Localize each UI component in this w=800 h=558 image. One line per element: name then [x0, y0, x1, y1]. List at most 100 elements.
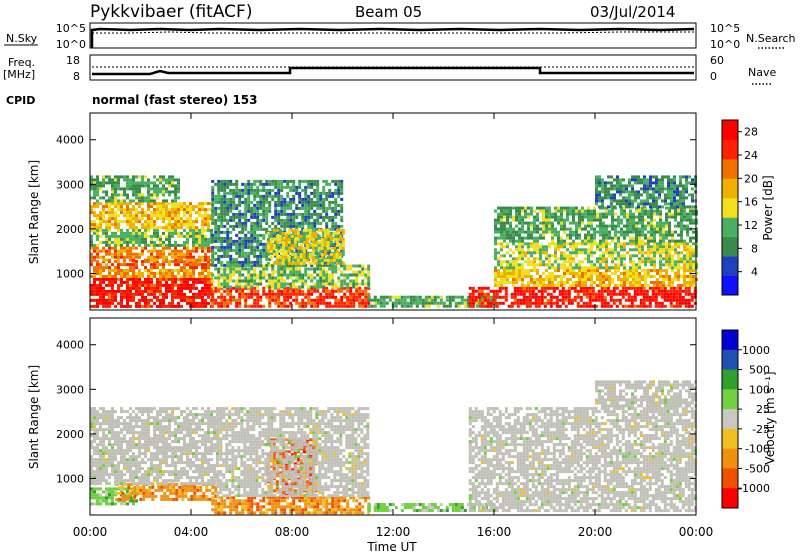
data-cell — [602, 260, 605, 263]
data-cell — [114, 190, 117, 193]
data-cell — [533, 281, 536, 284]
data-cell — [619, 293, 622, 296]
data-cell — [253, 280, 256, 283]
data-cell — [120, 193, 123, 196]
data-cell — [512, 266, 515, 269]
data-cell — [339, 229, 342, 232]
data-cell — [623, 263, 626, 266]
data-cell — [358, 296, 361, 299]
data-cell — [129, 214, 132, 217]
data-cell — [500, 248, 503, 251]
data-cell — [247, 237, 250, 240]
data-cell — [93, 220, 96, 223]
data-cell — [634, 287, 637, 290]
data-cell — [401, 302, 404, 305]
data-cell — [141, 235, 144, 238]
data-cell — [665, 242, 668, 245]
data-cell — [286, 293, 289, 296]
data-cell — [177, 223, 180, 226]
data-cell — [475, 296, 478, 299]
data-cell — [614, 228, 617, 231]
data-cell — [138, 299, 141, 302]
data-cell — [189, 205, 192, 208]
data-cell — [686, 284, 689, 287]
data-cell — [247, 296, 250, 299]
data-cell — [265, 210, 268, 213]
data-cell — [217, 302, 220, 305]
data-cell — [220, 222, 223, 225]
data-cell — [539, 210, 542, 213]
data-cell — [541, 290, 544, 293]
data-cell — [153, 302, 156, 305]
data-cell — [614, 225, 617, 228]
data-cell — [520, 293, 523, 296]
data-cell — [626, 231, 629, 234]
data-cell — [560, 216, 563, 219]
data-cell — [569, 278, 572, 281]
data-cell — [506, 228, 509, 231]
data-cell — [96, 193, 99, 196]
data-cell — [536, 228, 539, 231]
data-cell — [174, 202, 177, 205]
data-cell — [183, 229, 186, 232]
data-cell — [310, 180, 313, 183]
data-cell — [554, 251, 557, 254]
data-cell — [226, 249, 229, 252]
data-cell — [195, 205, 198, 208]
data-cell — [643, 296, 646, 299]
data-cell — [652, 290, 655, 293]
data-cell — [661, 302, 664, 305]
data-cell — [192, 278, 195, 281]
data-cell — [325, 290, 328, 293]
data-cell — [644, 257, 647, 260]
data-cell — [589, 287, 592, 290]
data-cell — [632, 260, 635, 263]
data-cell — [673, 296, 676, 299]
data-cell — [141, 284, 144, 287]
data-cell — [132, 244, 135, 247]
data-cell — [138, 253, 141, 256]
data-cell — [484, 299, 487, 302]
data-cell — [280, 222, 283, 225]
data-cell — [494, 275, 497, 278]
data-cell — [241, 183, 244, 186]
data-cell — [247, 271, 250, 274]
data-cell — [108, 229, 111, 232]
data-cell — [174, 211, 177, 214]
data-cell — [268, 265, 271, 268]
data-cell — [186, 220, 189, 223]
data-cell — [529, 287, 532, 290]
data-cell — [271, 274, 274, 277]
data-cell — [422, 299, 425, 302]
data-cell — [93, 287, 96, 290]
data-cell — [259, 305, 262, 308]
data-cell — [108, 250, 111, 253]
data-cell — [274, 271, 277, 274]
data-cell — [533, 228, 536, 231]
data-cell — [291, 262, 294, 265]
data-cell — [541, 299, 544, 302]
data-cell — [105, 175, 108, 178]
data-cell — [153, 290, 156, 293]
data-cell — [207, 256, 210, 259]
data-cell — [671, 240, 674, 243]
data-cell — [434, 296, 437, 299]
data-cell — [316, 302, 319, 305]
data-cell — [159, 178, 162, 181]
data-cell — [310, 222, 313, 225]
data-cell — [536, 269, 539, 272]
data-cell — [557, 275, 560, 278]
data-cell — [294, 241, 297, 244]
data-cell — [238, 283, 241, 286]
data-cell — [120, 205, 123, 208]
data-cell — [250, 231, 253, 234]
data-cell — [271, 189, 274, 192]
data-cell — [93, 299, 96, 302]
data-cell — [165, 217, 168, 220]
data-cell — [337, 280, 340, 283]
data-cell — [658, 287, 661, 290]
data-cell — [141, 178, 144, 181]
data-cell — [250, 225, 253, 228]
data-cell — [247, 183, 250, 186]
data-cell — [554, 257, 557, 260]
